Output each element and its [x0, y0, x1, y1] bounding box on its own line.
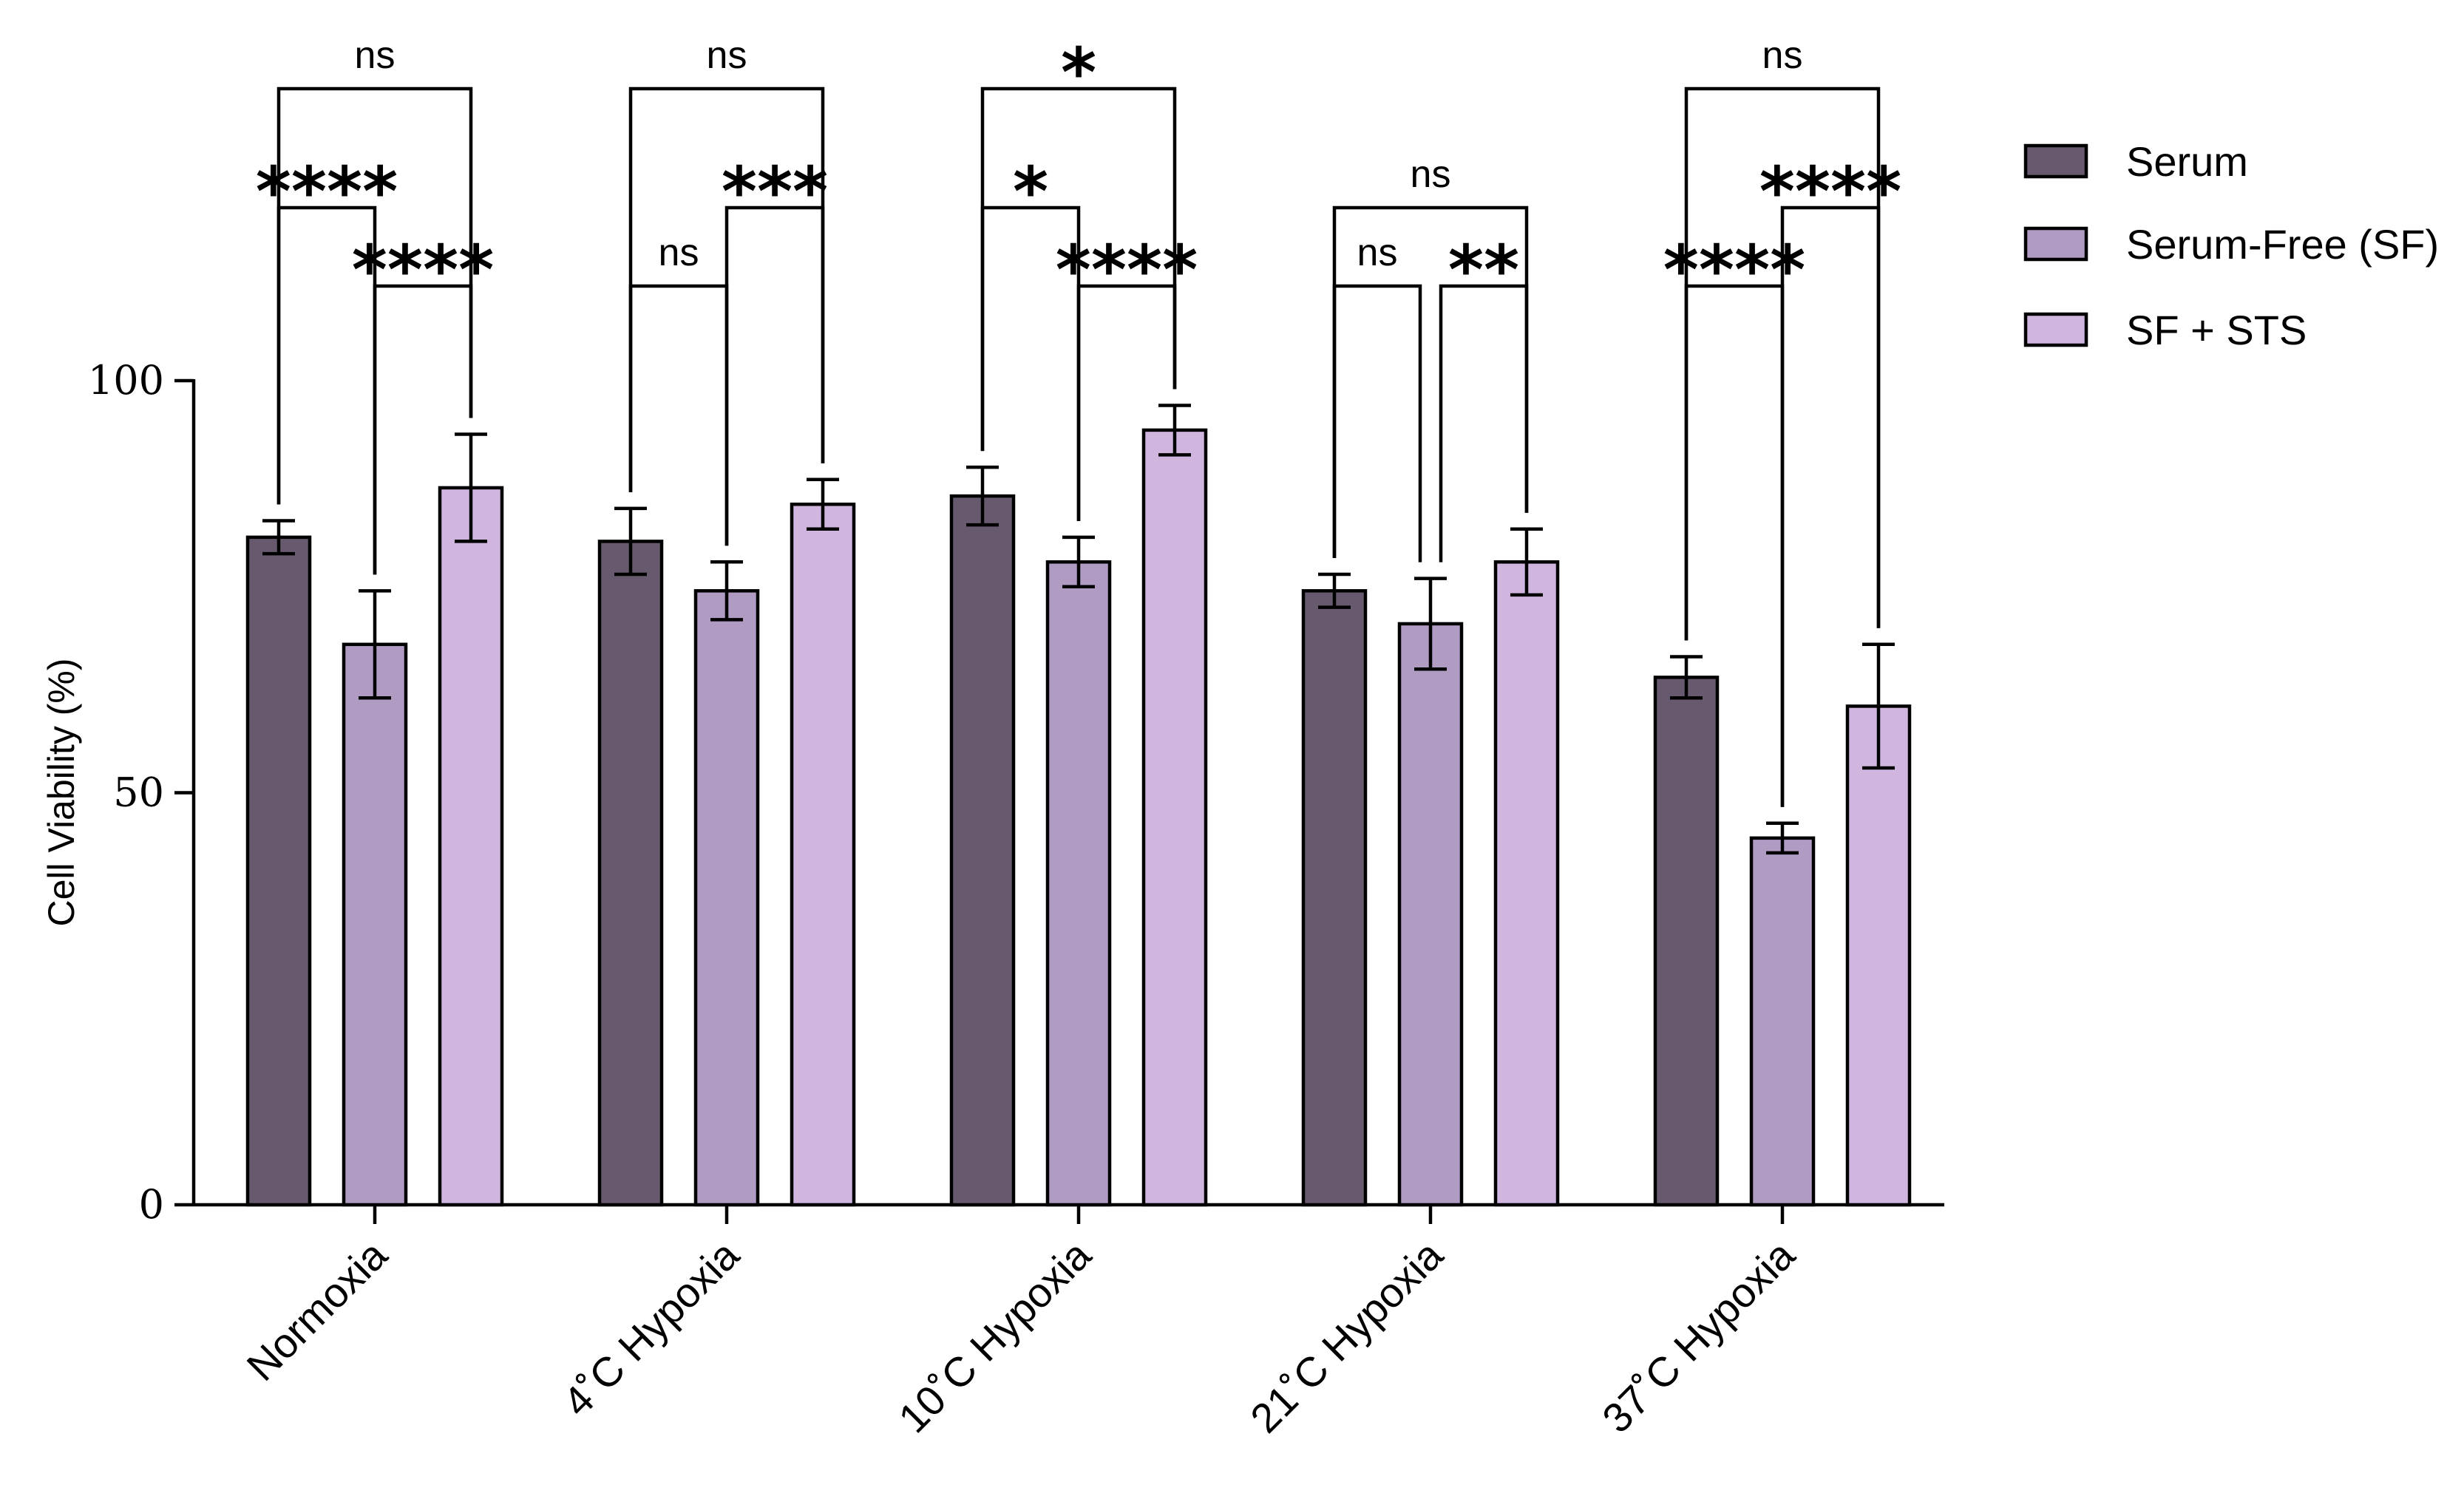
- y-tick-label: 0: [139, 1181, 164, 1228]
- y-axis-title: Cell Viability (%): [41, 658, 82, 926]
- bar: [245, 535, 312, 1207]
- significance-label: ns: [1357, 231, 1398, 274]
- significance-bracket: [1332, 284, 1422, 562]
- bar: [1141, 428, 1208, 1207]
- bar: [1749, 836, 1816, 1207]
- x-tick-label: 37˚C Hypoxia: [1593, 1231, 1804, 1441]
- bar: [1045, 560, 1112, 1207]
- significance-label: ns: [1411, 153, 1451, 196]
- y-tick-label: 100: [88, 357, 164, 404]
- significance-bracket: [628, 86, 825, 492]
- significance-bracket: [1439, 284, 1529, 562]
- x-tick-label: 4˚C Hypoxia: [554, 1231, 748, 1425]
- x-tick-label: 21˚C Hypoxia: [1241, 1231, 1452, 1441]
- bar: [949, 494, 1016, 1207]
- legend-swatch: [2023, 226, 2088, 262]
- legend-label: SF + STS: [2126, 307, 2307, 353]
- significance-bracket: [980, 86, 1177, 452]
- significance-label: ns: [355, 34, 396, 77]
- significance-label: ***: [722, 152, 828, 231]
- legend: Serum Serum-Free (SF) SF + STS: [2023, 138, 2439, 353]
- significance-label: ns: [659, 231, 699, 274]
- bar: [1653, 676, 1720, 1207]
- bar: [693, 589, 760, 1207]
- bar: [1845, 704, 1912, 1207]
- bar: [597, 540, 664, 1207]
- significance-bracket: [1332, 205, 1529, 559]
- bar: [438, 486, 504, 1207]
- bar: [1301, 589, 1368, 1207]
- bar: [342, 642, 408, 1207]
- y-tick-label: 50: [113, 769, 164, 816]
- significance-label: ****: [1663, 231, 1805, 310]
- legend-swatch: [2023, 312, 2088, 347]
- x-tick-label: Normoxia: [237, 1231, 396, 1390]
- bar: [1493, 560, 1560, 1207]
- significance-bracket: [1684, 86, 1881, 641]
- legend-label: Serum-Free (SF): [2126, 221, 2439, 268]
- significance-label: ns: [707, 34, 747, 77]
- significance-label: ****: [1056, 231, 1198, 310]
- bars: [245, 404, 1912, 1207]
- bar: [790, 503, 856, 1207]
- significance-label: ****: [256, 152, 398, 231]
- legend-swatch: [2023, 143, 2088, 179]
- significance-label: **: [1448, 231, 1519, 310]
- significance-bracket: [276, 86, 473, 505]
- significance-label: *: [1061, 33, 1096, 112]
- x-tick-label: 10˚C Hypoxia: [889, 1231, 1100, 1441]
- significance-label: ****: [352, 231, 494, 310]
- significance-label: ns: [1762, 34, 1803, 77]
- legend-label: Serum: [2126, 138, 2248, 185]
- bar: [1397, 622, 1464, 1207]
- significance-label: *: [1013, 152, 1048, 231]
- significance-bracket: [724, 205, 825, 546]
- significance-label: ****: [1759, 152, 1901, 231]
